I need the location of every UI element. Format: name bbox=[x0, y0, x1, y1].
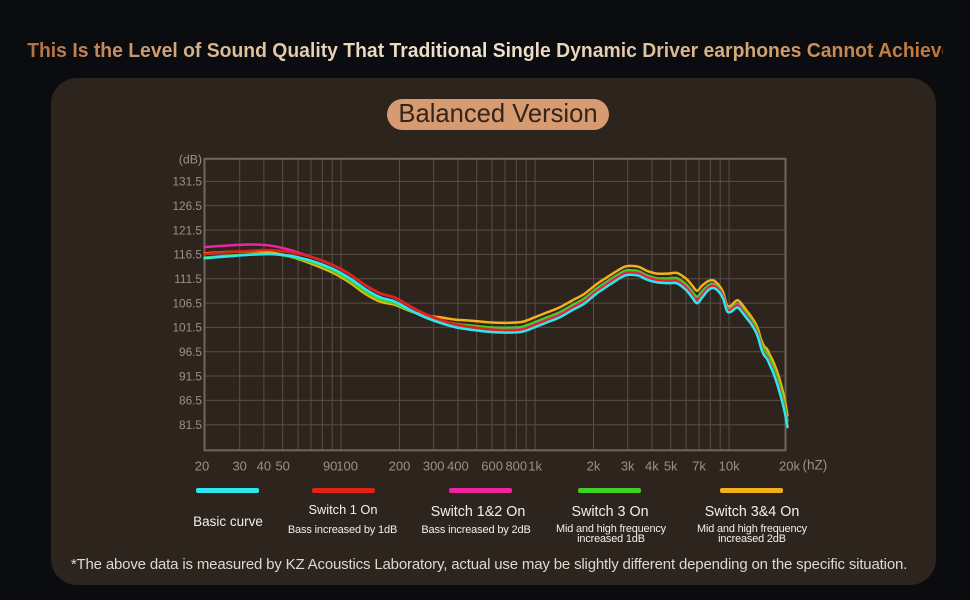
svg-text:30: 30 bbox=[232, 459, 246, 474]
svg-text:200: 200 bbox=[389, 459, 411, 474]
svg-text:3k: 3k bbox=[621, 459, 635, 474]
svg-text:50: 50 bbox=[275, 459, 289, 474]
svg-text:90: 90 bbox=[323, 459, 337, 474]
svg-text:81.5: 81.5 bbox=[179, 418, 202, 432]
svg-text:800: 800 bbox=[505, 459, 527, 474]
svg-text:100: 100 bbox=[336, 459, 358, 474]
svg-text:10k: 10k bbox=[719, 459, 740, 474]
svg-text:40: 40 bbox=[257, 459, 271, 474]
svg-text:7k: 7k bbox=[692, 459, 706, 474]
svg-text:86.5: 86.5 bbox=[179, 394, 202, 408]
svg-text:300: 300 bbox=[423, 459, 445, 474]
svg-text:(hZ): (hZ) bbox=[803, 458, 828, 473]
svg-text:600: 600 bbox=[481, 459, 503, 474]
svg-text:96.5: 96.5 bbox=[179, 345, 202, 359]
svg-text:131.5: 131.5 bbox=[172, 175, 202, 189]
svg-text:106.5: 106.5 bbox=[172, 296, 202, 310]
svg-text:2k: 2k bbox=[587, 459, 601, 474]
svg-text:20: 20 bbox=[195, 459, 209, 474]
svg-text:101.5: 101.5 bbox=[172, 321, 202, 335]
svg-text:111.5: 111.5 bbox=[174, 272, 202, 286]
svg-text:5k: 5k bbox=[664, 459, 678, 474]
svg-text:121.5: 121.5 bbox=[172, 223, 202, 237]
svg-text:116.5: 116.5 bbox=[173, 248, 202, 262]
svg-text:400: 400 bbox=[447, 459, 469, 474]
svg-text:1k: 1k bbox=[528, 459, 542, 474]
svg-text:126.5: 126.5 bbox=[172, 199, 202, 213]
svg-text:91.5: 91.5 bbox=[179, 369, 202, 383]
svg-text:20k: 20k bbox=[779, 459, 800, 474]
svg-text:4k: 4k bbox=[645, 459, 659, 474]
svg-text:(dB): (dB) bbox=[179, 153, 202, 167]
